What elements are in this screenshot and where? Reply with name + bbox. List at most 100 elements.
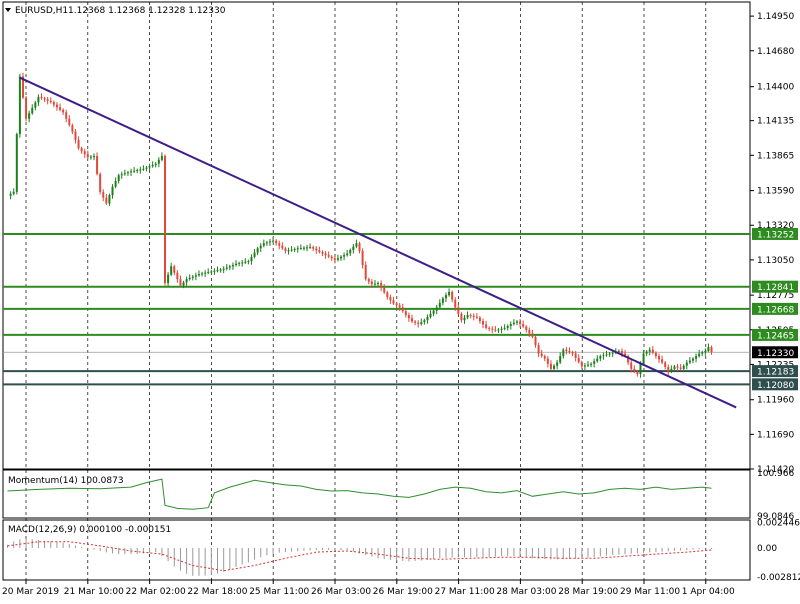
candle-body <box>99 174 101 192</box>
candle-body <box>479 318 481 321</box>
level-label: 1.12668 <box>757 305 794 315</box>
candle-body <box>544 356 546 359</box>
candle-body <box>559 356 561 362</box>
candle-body <box>417 323 419 324</box>
candle-body <box>692 359 694 361</box>
candle-body <box>257 248 259 252</box>
candle-body <box>695 356 697 359</box>
candle-body <box>331 257 333 259</box>
candle-body <box>284 248 286 251</box>
candle-body <box>349 250 351 253</box>
candle-body <box>84 151 86 154</box>
candle-body <box>220 269 222 270</box>
candle-body <box>670 369 672 372</box>
candle-body <box>161 156 163 160</box>
x-tick-label: 22 Mar 02:00 <box>126 587 186 597</box>
candle-body <box>639 364 641 374</box>
candle-body <box>343 255 345 257</box>
candle-body <box>710 347 712 352</box>
candle-body <box>93 156 95 157</box>
candle-body <box>31 108 33 113</box>
candle-body <box>677 366 679 367</box>
candle-body <box>318 250 320 252</box>
y-tick-label: 1.14950 <box>757 12 794 22</box>
candle-body <box>139 169 141 170</box>
candle-body <box>53 102 55 105</box>
x-tick-label: 21 Mar 10:00 <box>64 587 124 597</box>
candle-body <box>698 354 700 357</box>
candle-body <box>186 279 188 282</box>
chart-symbol: EURUSD,H1 <box>15 6 68 16</box>
candle-body <box>352 247 354 250</box>
candle-body <box>553 366 555 369</box>
candle-body <box>442 298 444 302</box>
candle-body <box>241 262 243 263</box>
candle-body <box>281 246 283 249</box>
candle-body <box>121 174 123 175</box>
candle-body <box>68 119 70 125</box>
candle-body <box>210 271 212 272</box>
candle-body <box>250 257 252 261</box>
candle-body <box>528 330 530 333</box>
candle-body <box>62 110 64 113</box>
candle-body <box>362 251 364 265</box>
candle-body <box>275 241 277 244</box>
candle-body <box>145 168 147 169</box>
candle-body <box>402 307 404 311</box>
candle-body <box>112 187 114 195</box>
x-tick-label: 20 Mar 2019 <box>2 587 59 597</box>
candle-body <box>223 269 225 270</box>
candle-body <box>380 283 382 288</box>
candle-body <box>494 330 496 331</box>
candle-body <box>482 321 484 324</box>
candle-body <box>396 303 398 305</box>
candle-body <box>133 171 135 172</box>
candle-body <box>359 243 361 251</box>
candle-body <box>371 282 373 285</box>
candle-body <box>680 368 682 369</box>
candle-body <box>207 272 209 273</box>
candle-body <box>41 97 43 98</box>
candle-body <box>244 262 246 263</box>
candle-body <box>473 316 475 317</box>
candle-body <box>658 356 660 359</box>
level-label: 1.12080 <box>757 381 794 391</box>
candle-body <box>300 248 302 249</box>
candle-body <box>303 248 305 249</box>
candle-body <box>463 318 465 321</box>
candle-body <box>176 273 178 279</box>
candle-body <box>124 173 126 174</box>
candle-body <box>707 347 709 351</box>
candle-body <box>183 282 185 285</box>
candle-body <box>550 364 552 369</box>
macd-y-label: -0.002812 <box>757 573 800 583</box>
candle-body <box>368 279 370 282</box>
candle-body <box>155 164 157 165</box>
candle-body <box>587 365 589 366</box>
candle-body <box>315 249 317 251</box>
candle-body <box>102 192 104 198</box>
candle-body <box>164 156 166 283</box>
candle-body <box>633 369 635 372</box>
candle-body <box>430 314 432 317</box>
candle-body <box>661 359 663 362</box>
candle-body <box>426 317 428 320</box>
candle-body <box>254 253 256 257</box>
candle-body <box>325 253 327 255</box>
candle-body <box>488 328 490 329</box>
candle-body <box>232 265 234 266</box>
candle-body <box>374 284 376 285</box>
candle-body <box>497 330 499 331</box>
level-label: 1.12841 <box>757 283 794 293</box>
candle-body <box>491 329 493 330</box>
y-tick-label: 1.11960 <box>757 396 794 406</box>
candle-body <box>238 263 240 264</box>
candle-body <box>599 356 601 359</box>
level-label: 1.13252 <box>757 230 794 240</box>
candle-body <box>649 350 651 352</box>
candle-body <box>636 371 638 374</box>
momentum-title: Momentum(14) 100.0873 <box>8 476 124 486</box>
candle-body <box>152 165 154 166</box>
